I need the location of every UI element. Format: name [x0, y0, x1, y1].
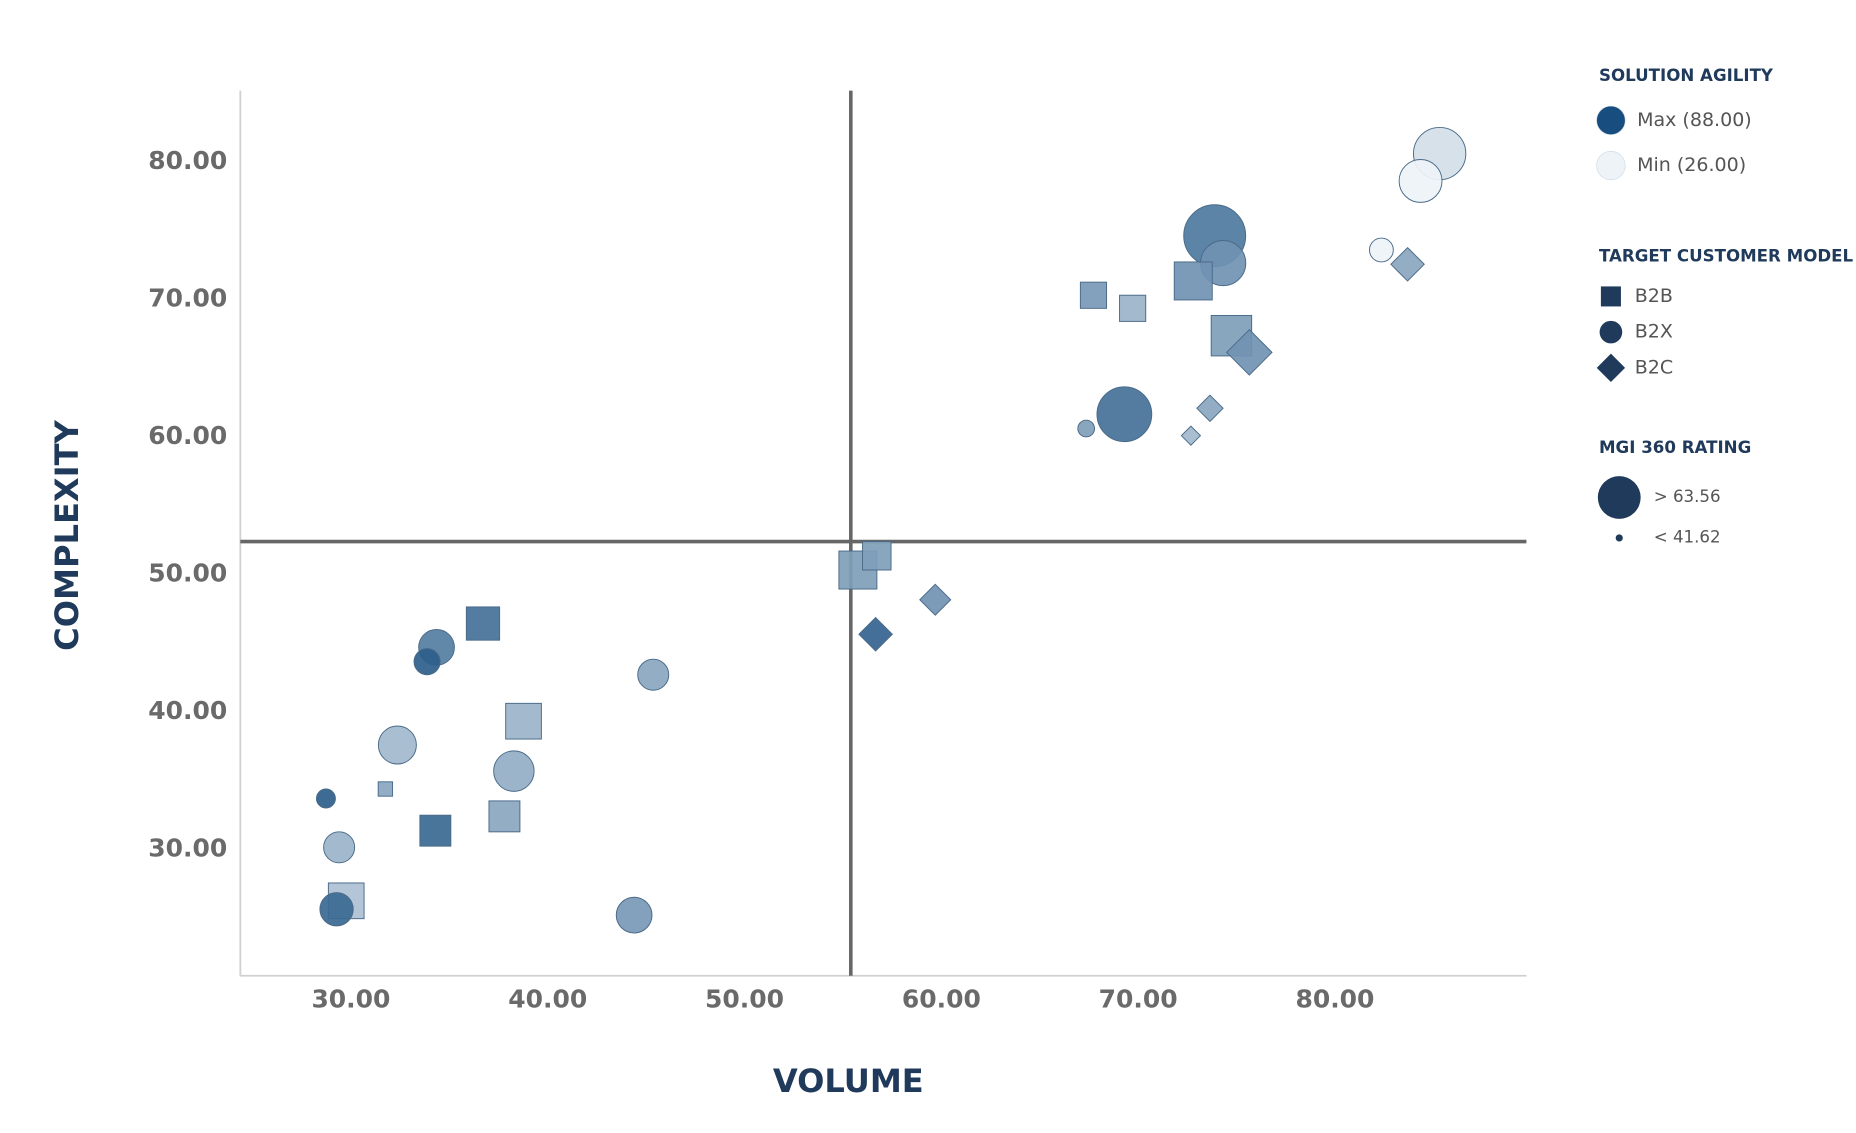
data-point	[315, 788, 336, 809]
legend-label: Max (88.00)	[1637, 109, 1752, 131]
legend-label: B2X	[1635, 321, 1673, 343]
y-tick-label: 40.00	[148, 696, 227, 725]
data-point	[1119, 294, 1147, 322]
data-point	[413, 648, 441, 676]
data-point	[465, 606, 501, 641]
legend-swatch	[1596, 353, 1626, 382]
data-point	[862, 541, 892, 571]
data-point	[377, 725, 417, 765]
y-axis-title: COMPLEXITY	[48, 420, 86, 651]
x-tick-label: 30.00	[311, 985, 390, 1014]
x-tick-label: 80.00	[1295, 985, 1374, 1014]
x-axis-title: VOLUME	[773, 1062, 924, 1100]
data-point	[1225, 328, 1273, 376]
legend-label: < 41.62	[1654, 527, 1721, 546]
data-point	[1077, 419, 1096, 438]
data-point	[615, 896, 653, 934]
legend-swatch	[1615, 534, 1623, 542]
data-point	[488, 800, 521, 833]
legend-swatch	[1599, 320, 1623, 344]
data-point	[1096, 386, 1153, 443]
data-point	[1180, 425, 1202, 446]
data-point	[637, 658, 670, 691]
data-point	[919, 583, 952, 616]
legend-label: B2B	[1635, 285, 1673, 307]
data-point	[419, 814, 452, 847]
legend-swatch	[1597, 476, 1641, 519]
y-tick-label: 80.00	[148, 146, 227, 175]
legend-title: TARGET CUSTOMER MODEL	[1599, 247, 1854, 266]
data-point	[377, 781, 394, 797]
x-tick-label: 70.00	[1099, 985, 1178, 1014]
legend-label: B2C	[1635, 356, 1673, 378]
legend-swatch	[1600, 286, 1621, 307]
y-tick-label: 50.00	[148, 559, 227, 588]
legend-swatch	[1596, 105, 1626, 135]
y-tick-label: 30.00	[148, 834, 227, 863]
y-tick-label: 60.00	[148, 421, 227, 450]
data-point	[1173, 261, 1213, 301]
legend-label: > 63.56	[1654, 487, 1721, 506]
legend-title: MGI 360 RATING	[1599, 438, 1751, 457]
data-point	[1079, 281, 1108, 309]
legend-swatch	[1596, 150, 1626, 181]
x-tick-label: 60.00	[902, 985, 981, 1014]
data-point	[1368, 237, 1394, 263]
y-tick-label: 70.00	[148, 284, 227, 313]
data-point	[858, 616, 893, 652]
legend-title: SOLUTION AGILITY	[1599, 66, 1774, 85]
data-point	[1390, 246, 1425, 282]
data-point	[493, 750, 535, 792]
data-point	[319, 892, 354, 927]
x-tick-label: 40.00	[508, 985, 587, 1014]
data-point	[1196, 394, 1224, 423]
data-point	[1398, 159, 1443, 203]
legend-label: Min (26.00)	[1637, 154, 1746, 176]
data-point	[505, 702, 542, 740]
x-tick-label: 50.00	[705, 985, 784, 1014]
data-point	[323, 831, 356, 864]
